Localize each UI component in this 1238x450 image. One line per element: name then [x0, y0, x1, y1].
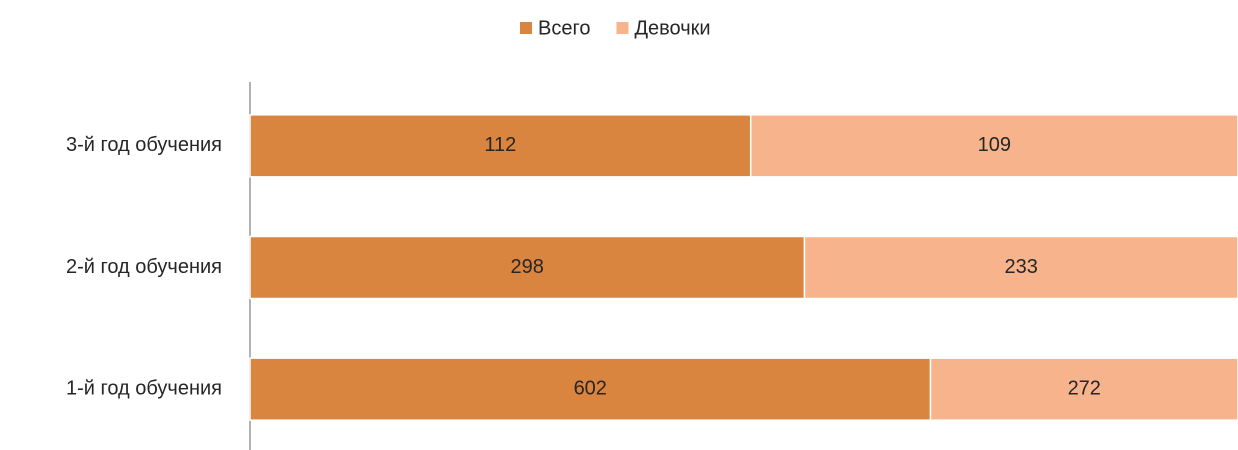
bar-segment [929, 357, 1238, 421]
bar-segment [249, 357, 932, 421]
bar-segment [749, 114, 1238, 178]
legend-swatch [616, 22, 629, 34]
legend-label: Девочки [634, 17, 710, 39]
bar-segment [249, 235, 806, 300]
data-label: 112 [484, 134, 516, 156]
data-label: 602 [574, 377, 607, 399]
y-tick-label: 3-й год обучения [66, 134, 222, 156]
y-tick-label: 2-й год обучения [66, 256, 222, 278]
data-label: 298 [511, 256, 544, 278]
y-tick-label: 1-й год обучения [66, 377, 222, 399]
bar-segment [803, 235, 1238, 300]
data-label: 109 [978, 134, 1011, 156]
data-label: 272 [1068, 377, 1101, 399]
legend-swatch [520, 22, 532, 34]
legend-label: Всего [538, 17, 590, 39]
data-label: 233 [1005, 256, 1038, 278]
